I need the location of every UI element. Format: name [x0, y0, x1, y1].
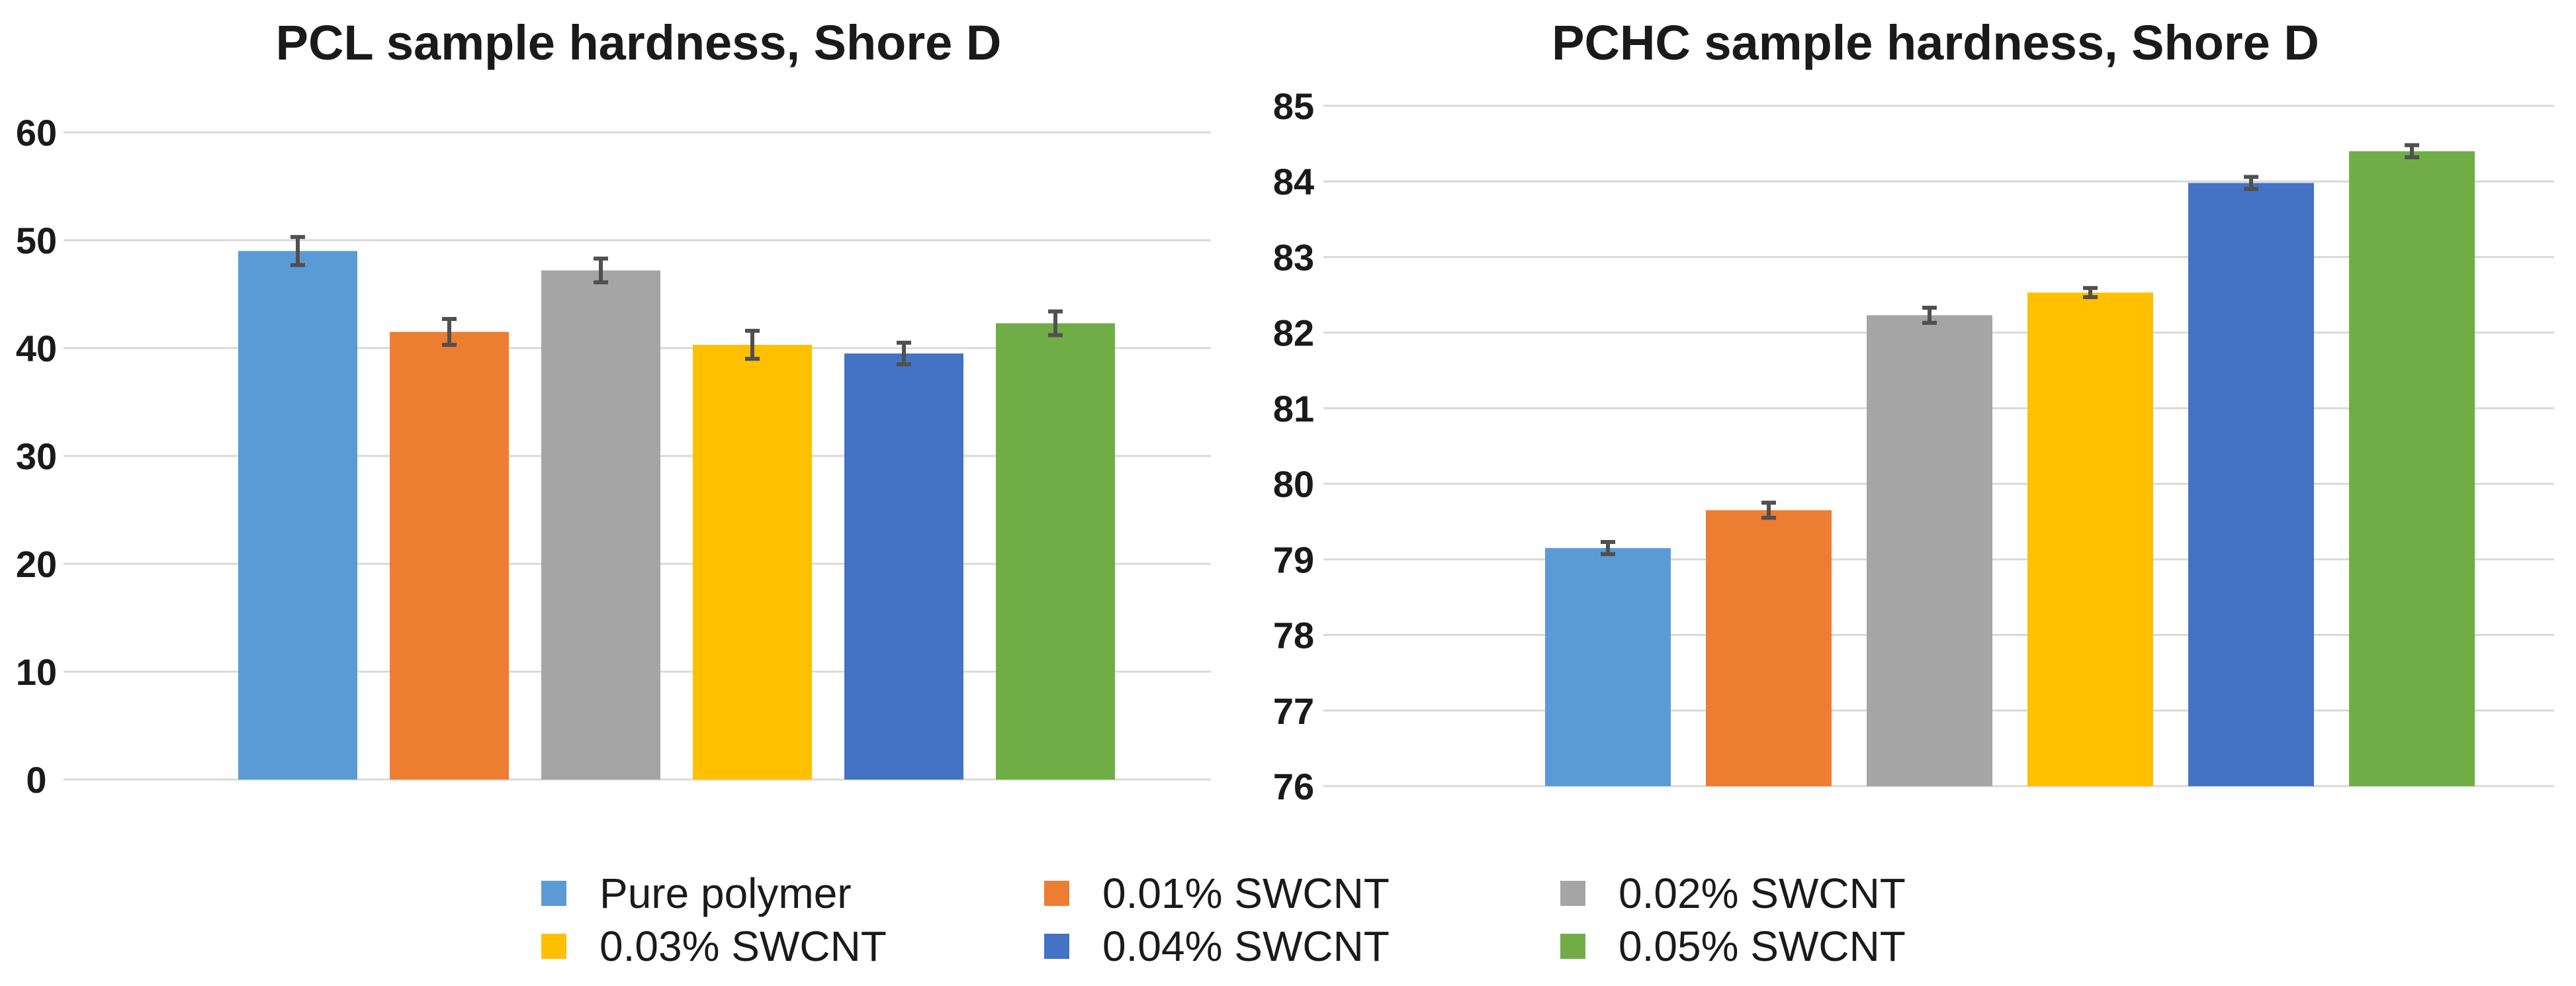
pchc-y-tick-79: 79 — [1273, 539, 1314, 580]
legend-item-0-02-swcnt: 0.02% SWCNT — [1560, 867, 1906, 920]
pchc-hardness-chart: PCHC sample hardness, Shore D 76 77 78 79 80… — [1273, 15, 2554, 807]
pcl-y-tick-60: 60 — [16, 112, 57, 154]
pchc-error-bar-0-04-swcnt — [2244, 175, 2258, 191]
pcl-hardness-chart: PCL sample hardness, Shore D 0 10 20 30 40 50… — [16, 15, 1211, 801]
pcl-y-tick-40: 40 — [16, 328, 57, 369]
legend-item-0-05-swcnt: 0.05% SWCNT — [1560, 920, 1906, 973]
pchc-y-tick-81: 81 — [1273, 388, 1314, 429]
pchc-error-bar-0-01-swcnt — [1761, 500, 1776, 520]
pchc-bar-0-03-swcnt — [2027, 292, 2153, 786]
pchc-y-tick-77: 77 — [1273, 690, 1314, 732]
pchc-error-bar-0-05-swcnt — [2405, 143, 2419, 159]
pcl-error-bar-0-03-swcnt — [745, 328, 760, 361]
pchc-chart-title: PCHC sample hardness, Shore D — [1552, 15, 2319, 70]
legend-swatch-0-01-swcnt — [1044, 881, 1069, 906]
pcl-y-tick-0: 0 — [26, 759, 46, 801]
pcl-error-bar-0-05-swcnt — [1048, 309, 1063, 337]
pchc-bar-0-05-swcnt — [2349, 151, 2475, 787]
legend-swatch-0-04-swcnt — [1044, 934, 1069, 959]
pcl-y-tick-30: 30 — [16, 435, 57, 477]
pcl-error-bar-0-02-swcnt — [594, 256, 608, 285]
pchc-error-bar-0-02-swcnt — [1922, 305, 1937, 325]
pchc-error-bars — [1601, 143, 2419, 557]
pcl-bar-pure-polymer — [238, 251, 357, 780]
pcl-bar-0-05-swcnt — [996, 323, 1115, 780]
legend-label-0-05-swcnt: 0.05% SWCNT — [1619, 922, 1906, 970]
legend-item-0-01-swcnt: 0.01% SWCNT — [1044, 867, 1390, 920]
legend-item-pure-polymer: Pure polymer — [541, 867, 852, 920]
legend-label-0-01-swcnt: 0.01% SWCNT — [1102, 870, 1390, 917]
pchc-y-tick-84: 84 — [1273, 161, 1314, 202]
pcl-bar-0-02-swcnt — [541, 270, 660, 780]
pcl-y-tick-20: 20 — [16, 543, 57, 585]
legend-item-0-04-swcnt: 0.04% SWCNT — [1044, 920, 1390, 973]
pcl-bars — [238, 251, 1115, 780]
pcl-y-axis: 0 10 20 30 40 50 60 — [16, 112, 57, 801]
pcl-error-bar-0-04-swcnt — [897, 340, 911, 367]
legend: Pure polymer 0.01% SWCNT 0.02% SWCNT 0.0… — [0, 854, 2576, 986]
pchc-error-bar-0-03-swcnt — [2083, 286, 2098, 299]
pchc-bar-0-01-swcnt — [1706, 510, 1832, 786]
pcl-bar-0-01-swcnt — [390, 332, 509, 780]
pchc-y-tick-78: 78 — [1273, 615, 1314, 656]
legend-swatch-0-03-swcnt — [541, 934, 566, 959]
pchc-y-tick-82: 82 — [1273, 312, 1314, 354]
pchc-y-axis: 76 77 78 79 80 81 82 83 84 85 — [1273, 85, 1314, 807]
pchc-bar-pure-polymer — [1545, 548, 1671, 786]
pcl-error-bar-0-01-swcnt — [442, 316, 457, 347]
pchc-bars — [1545, 151, 2475, 787]
pchc-y-tick-85: 85 — [1273, 85, 1314, 127]
pcl-error-bars — [290, 235, 1063, 367]
pchc-y-tick-83: 83 — [1273, 236, 1314, 278]
pcl-bar-0-03-swcnt — [693, 345, 812, 780]
pcl-bar-0-04-swcnt — [844, 353, 963, 780]
legend-item-0-03-swcnt: 0.03% SWCNT — [541, 920, 887, 973]
pcl-y-tick-50: 50 — [16, 220, 57, 261]
legend-label-0-02-swcnt: 0.02% SWCNT — [1619, 870, 1906, 917]
pchc-error-bar-pure-polymer — [1601, 540, 1615, 557]
legend-swatch-pure-polymer — [541, 881, 566, 906]
legend-label-pure-polymer: Pure polymer — [600, 870, 852, 917]
pcl-chart-title: PCL sample hardness, Shore D — [276, 15, 1002, 70]
legend-swatch-0-05-swcnt — [1560, 934, 1585, 959]
pcl-error-bar-pure-polymer — [290, 235, 305, 267]
legend-label-0-04-swcnt: 0.04% SWCNT — [1102, 922, 1390, 970]
legend-label-0-03-swcnt: 0.03% SWCNT — [600, 922, 887, 970]
pchc-bar-0-02-swcnt — [1867, 315, 1992, 786]
pcl-y-tick-10: 10 — [16, 651, 57, 693]
pchc-bar-0-04-swcnt — [2188, 183, 2314, 786]
pchc-y-tick-76: 76 — [1273, 766, 1314, 807]
legend-swatch-0-02-swcnt — [1560, 881, 1585, 906]
pchc-y-tick-80: 80 — [1273, 463, 1314, 505]
